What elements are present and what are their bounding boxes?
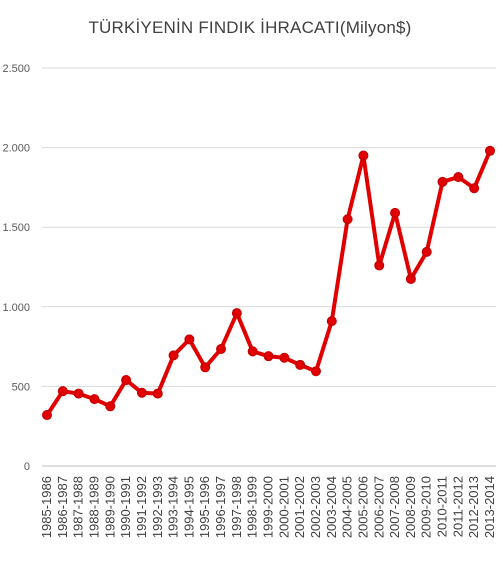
- gridlines: [42, 67, 496, 467]
- x-tick-label: 1993-1994: [166, 476, 181, 538]
- x-tick-label: 2004-2005: [340, 476, 355, 538]
- x-tick-label: 2005-2006: [355, 476, 370, 538]
- data-point: [152, 388, 163, 399]
- data-point: [326, 316, 337, 327]
- chart-title: TÜRKİYENİN FINDIK İHRACATI(Milyon$): [88, 18, 412, 37]
- y-tick-label: 1.000: [2, 302, 30, 314]
- y-tick-label: 500: [12, 381, 30, 393]
- data-point: [105, 401, 116, 412]
- data-point: [295, 359, 306, 370]
- data-point: [136, 387, 147, 398]
- x-tick-label: 1989-1990: [102, 476, 117, 538]
- data-point: [247, 346, 258, 357]
- data-point: [57, 386, 68, 397]
- x-tick-label: 2009-2010: [419, 476, 434, 538]
- data-point: [263, 351, 274, 362]
- x-tick-label: 2003-2004: [324, 476, 339, 538]
- x-axis-ticks: 1985-1986 1986-1987 1987-1988 1988-1989 1989…: [39, 476, 497, 538]
- x-tick-label: 1999-2000: [261, 476, 276, 538]
- x-tick-label: 2000-2001: [276, 476, 291, 538]
- data-point: [279, 352, 290, 363]
- x-tick-label: 2013-2014: [482, 476, 497, 538]
- data-point: [358, 150, 369, 161]
- x-tick-label: 2010-2011: [435, 476, 450, 537]
- x-tick-label: 2008-2009: [403, 476, 418, 538]
- x-tick-label: 1994-1995: [181, 476, 196, 538]
- data-point: [453, 172, 464, 183]
- data-point: [310, 366, 321, 377]
- x-tick-label: 1985-1986: [39, 476, 54, 538]
- series-line: [45, 148, 492, 418]
- data-point: [374, 260, 385, 271]
- x-tick-label: 1988-1989: [86, 476, 101, 538]
- data-point: [437, 176, 448, 187]
- x-tick-label: 1990-1991: [118, 476, 133, 538]
- x-tick-label: 2007-2008: [387, 476, 402, 538]
- data-point: [200, 362, 211, 373]
- x-tick-label: 1987-1988: [71, 476, 86, 538]
- data-point: [89, 394, 100, 405]
- data-point: [168, 350, 179, 361]
- x-tick-label: 2002-2003: [308, 476, 323, 538]
- x-tick-label: 2001-2002: [292, 476, 307, 538]
- data-point: [231, 308, 242, 319]
- x-tick-label: 1991-1992: [134, 476, 149, 538]
- x-tick-label: 1992-1993: [150, 476, 165, 538]
- data-point: [216, 343, 227, 354]
- x-tick-label: 1996-1997: [213, 476, 228, 538]
- y-tick-label: 2.000: [2, 143, 30, 155]
- data-point: [73, 388, 84, 399]
- data-point: [342, 214, 353, 225]
- y-axis-ticks: 0 500 1.000 1.500 2.000 2.500: [2, 63, 30, 473]
- data-point: [121, 375, 132, 386]
- data-point: [469, 183, 480, 194]
- y-tick-label: 1.500: [2, 222, 30, 234]
- series-layer: [42, 145, 495, 421]
- x-tick-label: 1997-1998: [229, 476, 244, 538]
- data-point: [42, 410, 52, 421]
- data-point: [390, 207, 401, 218]
- data-point: [485, 145, 495, 156]
- data-point: [421, 246, 432, 257]
- y-tick-label: 2.500: [2, 63, 30, 75]
- data-point: [405, 273, 416, 284]
- x-tick-label: 2006-2007: [371, 476, 386, 538]
- x-tick-label: 2012-2013: [466, 476, 481, 538]
- x-tick-label: 2011-2012: [450, 476, 465, 537]
- y-tick-label: 0: [24, 461, 30, 473]
- data-point: [184, 334, 195, 345]
- x-tick-label: 1995-1996: [197, 476, 212, 538]
- x-tick-label: 1986-1987: [55, 476, 70, 538]
- x-tick-label: 1998-1999: [245, 476, 260, 538]
